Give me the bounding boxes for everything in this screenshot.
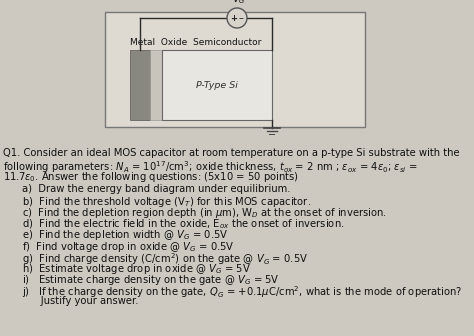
Text: Justify your answer.: Justify your answer. — [22, 296, 138, 306]
Text: b)  Find the threshold voltage (V$_T$) for this MOS capacitor.: b) Find the threshold voltage (V$_T$) fo… — [22, 195, 311, 209]
Text: g)  Find charge density (C/cm$^2$) on the gate @ $V_G$ = 0.5V: g) Find charge density (C/cm$^2$) on the… — [22, 251, 308, 266]
Text: P-Type Si: P-Type Si — [196, 81, 238, 89]
Text: following parameters: $N_A$ = 10$^{17}$/cm$^3$; oxide thickness, $t_{ox}$ = 2 nm: following parameters: $N_A$ = 10$^{17}$/… — [3, 159, 418, 175]
Bar — [150, 50, 162, 120]
Text: i)   Estimate charge density on the gate @ $V_G$ = 5V: i) Estimate charge density on the gate @… — [22, 273, 280, 287]
Text: c)  Find the depletion region depth (in $\mu$m), W$_D$ at the onset of inversion: c) Find the depletion region depth (in $… — [22, 206, 387, 220]
Text: a)  Draw the energy band diagram under equilibrium.: a) Draw the energy band diagram under eq… — [22, 183, 291, 194]
Bar — [130, 50, 150, 120]
Bar — [162, 50, 272, 120]
Bar — [105, 12, 365, 127]
Text: Q1. Consider an ideal MOS capacitor at room temperature on a p-type Si substrate: Q1. Consider an ideal MOS capacitor at r… — [3, 148, 460, 158]
Text: h)  Estimate voltage drop in oxide @ $V_G$ = 5V: h) Estimate voltage drop in oxide @ $V_G… — [22, 262, 251, 276]
Text: e)  Find the depletion width @ $V_G$ = 0.5V: e) Find the depletion width @ $V_G$ = 0.… — [22, 228, 228, 242]
Text: j)   If the charge density on the gate, $Q_G$ = +0.1$\mu$C/cm$^2$, what is the m: j) If the charge density on the gate, $Q… — [22, 284, 463, 300]
Text: +: + — [230, 14, 237, 23]
Text: 11.7$\varepsilon_0$. Answer the following questions: (5x10 = 50 points): 11.7$\varepsilon_0$. Answer the followin… — [3, 170, 299, 184]
Text: f)  Find voltage drop in oxide @ $V_G$ = 0.5V: f) Find voltage drop in oxide @ $V_G$ = … — [22, 240, 235, 254]
Text: d)  Find the electric field in the oxide, E$_{ox}$ the onset of inversion.: d) Find the electric field in the oxide,… — [22, 217, 345, 231]
Text: Metal  Oxide  Semiconductor: Metal Oxide Semiconductor — [130, 38, 261, 47]
Circle shape — [227, 8, 247, 28]
Text: –: – — [238, 13, 243, 24]
Text: V$_G$: V$_G$ — [232, 0, 246, 6]
